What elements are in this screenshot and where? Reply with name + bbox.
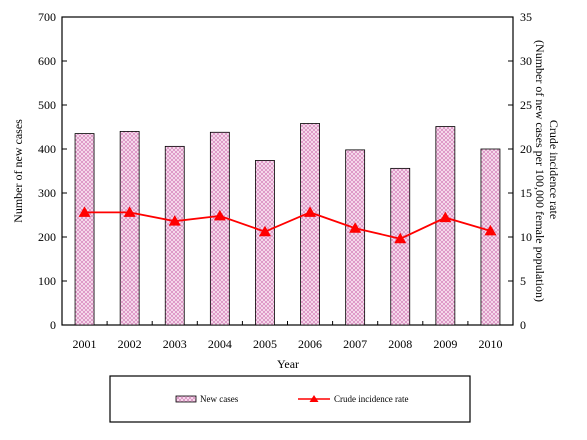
- rate-point-2009: [439, 211, 452, 223]
- right-tick-label-10: 10: [520, 230, 532, 244]
- x-tick-label-2009: 2009: [433, 337, 457, 351]
- left-tick-label-400: 400: [38, 142, 56, 156]
- y2-axis-title-line1: Crude incidence rate: [547, 120, 561, 219]
- right-tick-label-5: 5: [520, 274, 526, 288]
- y-axis-title: Number of new cases: [11, 119, 25, 223]
- x-tick-label-2008: 2008: [388, 337, 412, 351]
- bar-series: [74, 123, 501, 326]
- bar-2010: [480, 148, 501, 326]
- right-tick-label-15: 15: [520, 186, 532, 200]
- left-tick-label-200: 200: [38, 230, 56, 244]
- rate-point-2005: [258, 225, 271, 237]
- bar-2009: [435, 126, 456, 326]
- left-tick-label-0: 0: [50, 318, 56, 332]
- line-series: [78, 206, 497, 244]
- y2-axis-title-line2: (Number of new cases per 100,000 female …: [533, 40, 547, 302]
- x-tick-label-2004: 2004: [208, 337, 232, 351]
- bar-2006: [300, 123, 320, 326]
- x-tick-label-2006: 2006: [298, 337, 322, 351]
- bar-2007: [345, 149, 366, 326]
- rate-point-2001: [78, 206, 91, 217]
- right-tick-label-30: 30: [520, 54, 532, 68]
- x-tick-label-2007: 2007: [343, 337, 367, 351]
- x-axis-title: Year: [277, 357, 299, 371]
- bar-2001: [74, 133, 95, 326]
- legend-label-rate: Crude incidence rate: [334, 394, 408, 404]
- legend-label-new-cases: New cases: [200, 394, 239, 404]
- y2-axis-title: Crude incidence rate (Number of new case…: [533, 40, 561, 302]
- rate-point-2006: [304, 206, 317, 217]
- rate-point-2004: [213, 209, 226, 221]
- rate-point-2008: [394, 232, 407, 244]
- x-tick-label-2001: 2001: [73, 337, 97, 351]
- x-tick-label-2002: 2002: [118, 337, 142, 351]
- right-tick-label-20: 20: [520, 142, 532, 156]
- legend: New cases Crude incidence rate: [109, 375, 471, 423]
- legend-box: [109, 375, 471, 423]
- rate-line: [84, 211, 491, 240]
- bar-2008: [390, 167, 411, 326]
- left-tick-label-700: 700: [38, 10, 56, 24]
- x-tick-label-2010: 2010: [478, 337, 502, 351]
- bar-2002: [119, 130, 140, 326]
- rate-point-2007: [349, 222, 362, 233]
- rate-point-2003: [168, 215, 181, 226]
- x-axis: 2001 2002 2003 2004 2005 2006 2007 2008 2009 2010: [73, 321, 502, 351]
- left-axis: 0 100 200 300 400 500 600 700: [38, 10, 67, 332]
- right-tick-label-0: 0: [520, 318, 526, 332]
- bar-2003: [164, 145, 185, 326]
- rate-point-2002: [123, 206, 136, 217]
- bar-2004: [209, 131, 230, 326]
- legend-swatch-marker: [309, 395, 319, 402]
- legend-swatch-new-cases: [175, 395, 197, 403]
- left-tick-label-600: 600: [38, 54, 56, 68]
- right-tick-label-35: 35: [520, 10, 532, 24]
- right-tick-label-25: 25: [520, 98, 532, 112]
- right-axis: 0 5 10 15 20 25 30 35: [508, 10, 532, 332]
- x-tick-label-2003: 2003: [163, 337, 187, 351]
- left-tick-label-300: 300: [38, 186, 56, 200]
- bar-2005: [255, 160, 275, 326]
- rate-point-2010: [484, 224, 497, 236]
- left-tick-label-500: 500: [38, 98, 56, 112]
- x-tick-label-2005: 2005: [253, 337, 277, 351]
- left-tick-label-100: 100: [38, 274, 56, 288]
